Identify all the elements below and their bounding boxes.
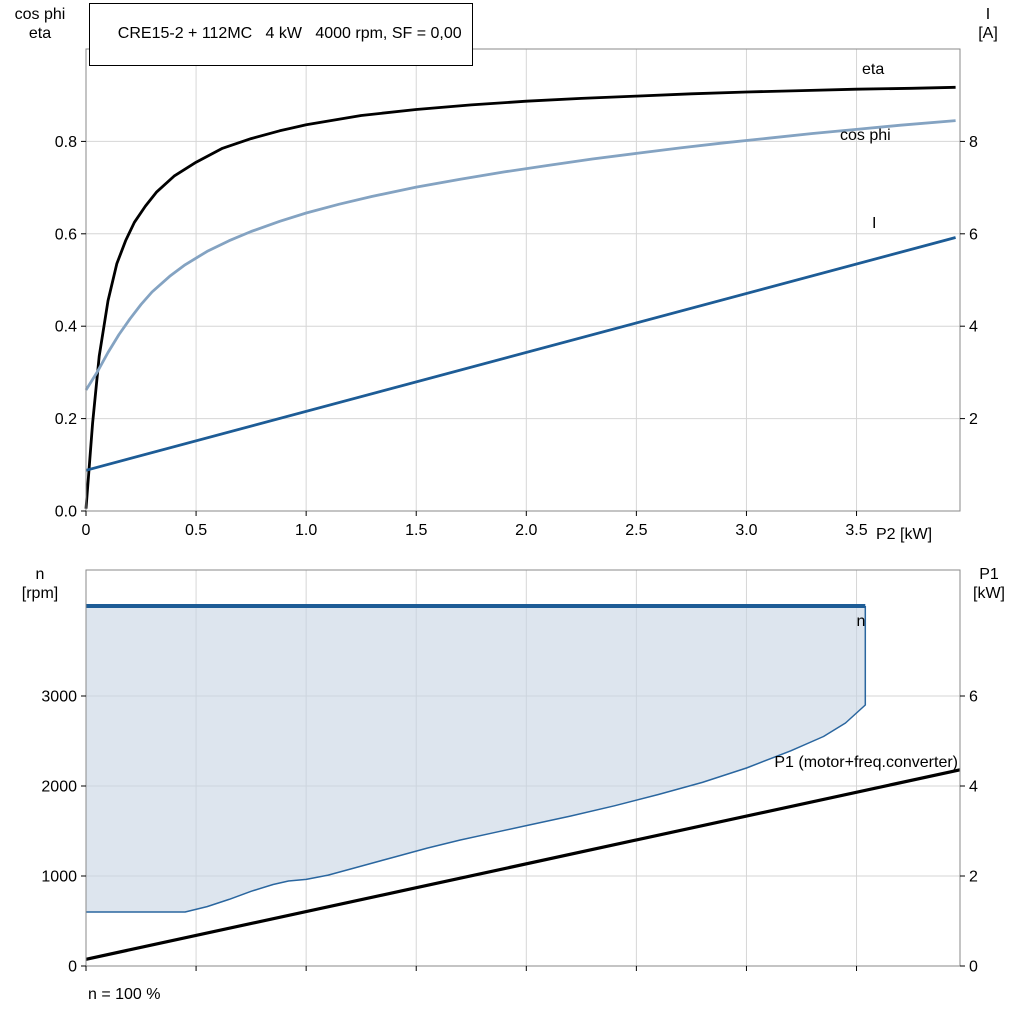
series-speed-region <box>86 606 866 912</box>
x-tick-label: 0 <box>82 522 91 539</box>
x-tick-label: 2.0 <box>515 522 537 539</box>
x-tick-label: 0.5 <box>185 522 207 539</box>
chart-speed-power: 0 1000 2000 3000 0 2 4 6 n P1 (motor+freq.convert… <box>41 569 978 976</box>
series-label-speed: n <box>857 613 866 630</box>
series-p1 <box>85 768 961 961</box>
right-tick-label: 2 <box>969 411 978 428</box>
left-axis-unit-top: cos phi eta <box>0 5 80 43</box>
series-current <box>85 236 956 472</box>
chart-title: CRE15-2 + 112MC 4 kW 4000 rpm, SF = 0,00 <box>117 25 462 42</box>
left-tick-label: 3000 <box>41 689 77 706</box>
left-axis-unit-line1: cos phi <box>14 6 66 23</box>
x-tick-label: 1.0 <box>295 522 317 539</box>
left-tick-label: 1000 <box>41 869 77 886</box>
left-tick-label: 0.0 <box>55 504 77 521</box>
left-tick-label: 0.2 <box>55 411 77 428</box>
series-cos-phi <box>84 119 956 391</box>
right-tick-label: 0 <box>969 959 978 976</box>
left-tick-label: 2000 <box>41 779 77 796</box>
series-speed-min-boundary <box>86 606 867 913</box>
x-tick-label: 3.0 <box>735 522 757 539</box>
series-label-current: I <box>872 215 876 232</box>
x-tick-label: 1.5 <box>405 522 427 539</box>
series-eta <box>84 85 956 509</box>
right-axis-unit-line2: [A] <box>978 25 998 42</box>
right-axis-unit-line1: P1 <box>979 566 999 583</box>
right-axis-unit-bottom: P1 [kW] <box>958 565 1020 603</box>
chart-title-box: CRE15-2 + 112MC 4 kW 4000 rpm, SF = 0,00 <box>89 3 473 66</box>
left-tick-label: 0.8 <box>55 134 77 151</box>
left-tick-label: 0.4 <box>55 319 77 336</box>
x-tick-label: 2.5 <box>625 522 647 539</box>
left-tick-label: 0.6 <box>55 226 77 243</box>
left-tick-label: 0 <box>68 959 77 976</box>
speed-percent-note: n = 100 % <box>88 986 161 1003</box>
series-label-eta: eta <box>862 61 884 78</box>
right-tick-label: 4 <box>969 779 978 796</box>
chart-motor-curves: 0 0.5 1.0 1.5 2.0 2.5 3.0 3.5 0.0 0.2 0.4 0.6 0.8 2 4 6… <box>55 48 978 539</box>
left-axis-unit-line1: n <box>35 566 45 583</box>
series-label-cos-phi: cos phi <box>840 127 891 144</box>
right-tick-label: 8 <box>969 134 978 151</box>
right-axis-unit-line1: I <box>985 6 991 23</box>
right-tick-label: 6 <box>969 226 978 243</box>
right-tick-label: 4 <box>969 319 978 336</box>
right-axis-unit-line2: [kW] <box>973 585 1005 602</box>
series-label-p1: P1 (motor+freq.converter) <box>774 754 958 771</box>
plot-border <box>85 569 961 967</box>
right-tick-label: 6 <box>969 689 978 706</box>
left-axis-unit-bottom: n [rpm] <box>0 565 80 603</box>
right-axis-unit-top: I [A] <box>958 5 1018 43</box>
x-axis-label: P2 [kW] <box>876 526 933 543</box>
left-axis-unit-line2: [rpm] <box>21 585 59 602</box>
plot-border <box>85 48 961 512</box>
x-tick-label: 3.5 <box>845 522 867 539</box>
left-axis-unit-line2: eta <box>28 25 52 42</box>
right-tick-label: 2 <box>969 869 978 886</box>
